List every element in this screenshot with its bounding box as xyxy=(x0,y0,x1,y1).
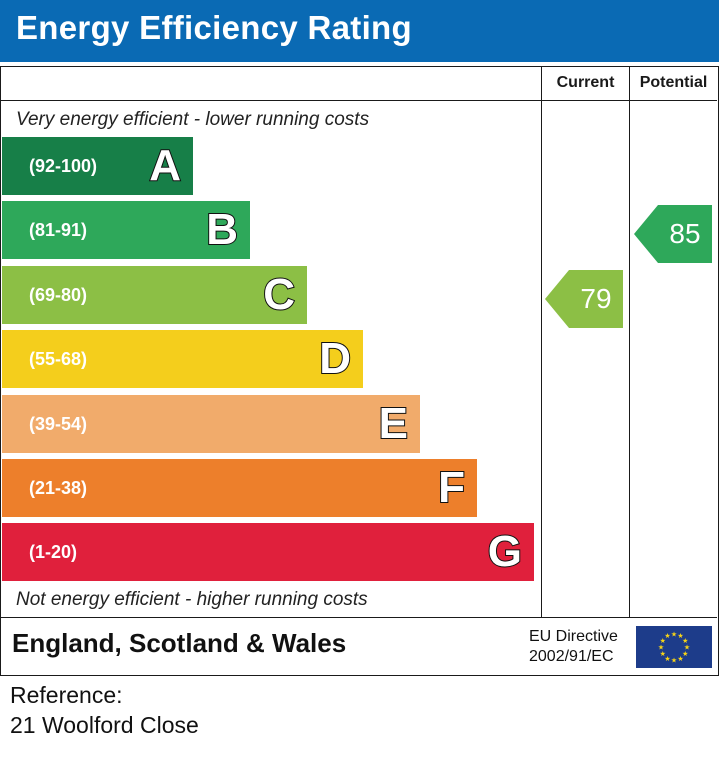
eu-star-icon: ★ xyxy=(664,655,670,663)
band-range-label: (55-68) xyxy=(29,349,88,369)
reference-address: 21 Woolford Close xyxy=(10,712,199,738)
band-range-label: (92-100) xyxy=(29,156,98,176)
eu-star-icon: ★ xyxy=(664,632,670,640)
band-letter-label: C xyxy=(262,269,296,320)
eu-star-icon: ★ xyxy=(671,631,677,639)
band-letter-label: E xyxy=(378,398,409,449)
eu-flag-icon: ★ ★ ★ ★ ★ ★ ★ ★ ★ ★ ★ ★ xyxy=(636,626,712,668)
rating-band-g: (1-20) G xyxy=(2,523,534,581)
eu-directive-line1: EU Directive xyxy=(529,628,618,645)
bottom-caption: Not energy efficient - higher running co… xyxy=(16,589,368,610)
rating-band-e: (39-54) E xyxy=(2,395,420,453)
eu-star-icon: ★ xyxy=(684,644,690,652)
footer-divider xyxy=(1,617,717,618)
eu-star-icon: ★ xyxy=(682,650,688,658)
current-column-divider xyxy=(541,66,542,618)
reference-label: Reference: xyxy=(10,682,123,708)
eu-star-icon: ★ xyxy=(682,637,688,645)
potential-column-header: Potential xyxy=(639,74,708,91)
rating-band-c: (69-80) C xyxy=(2,266,307,324)
current-rating-arrow: 79 xyxy=(545,270,623,328)
region-label: England, Scotland & Wales xyxy=(12,628,347,658)
eu-directive-line2: 2002/91/EC xyxy=(529,648,614,665)
rating-band-b: (81-91) B xyxy=(2,201,250,259)
eu-star-icon: ★ xyxy=(677,632,683,640)
page-title: Energy Efficiency Rating xyxy=(16,9,412,46)
band-letter-label: B xyxy=(205,204,239,255)
current-rating-value: 79 xyxy=(580,283,612,314)
band-range-label: (69-80) xyxy=(29,285,88,305)
current-column-header: Current xyxy=(556,74,615,91)
eu-star-icon: ★ xyxy=(658,644,664,652)
band-letter-label: F xyxy=(437,462,466,513)
eu-star-icon: ★ xyxy=(671,657,677,665)
band-range-label: (1-20) xyxy=(29,542,78,562)
top-caption: Very energy efficient - lower running co… xyxy=(16,109,370,130)
rating-band-f: (21-38) F xyxy=(2,459,477,517)
header-divider xyxy=(1,100,717,101)
eu-star-icon: ★ xyxy=(660,650,666,658)
header-bar: Energy Efficiency Rating xyxy=(0,0,719,62)
band-range-label: (21-38) xyxy=(29,478,88,498)
rating-band-a: (92-100) A xyxy=(2,137,193,195)
eu-star-icon: ★ xyxy=(660,637,666,645)
eu-star-icon: ★ xyxy=(677,655,683,663)
potential-column-divider xyxy=(629,66,630,618)
rating-band-d: (55-68) D xyxy=(2,330,363,388)
band-range-label: (39-54) xyxy=(29,414,88,434)
potential-rating-value: 85 xyxy=(669,218,701,249)
band-letter-label: A xyxy=(148,140,182,191)
band-letter-label: D xyxy=(318,333,352,384)
band-letter-label: G xyxy=(487,526,523,577)
eu-directive-text: EU Directive 2002/91/EC xyxy=(529,627,618,667)
band-range-label: (81-91) xyxy=(29,220,88,240)
